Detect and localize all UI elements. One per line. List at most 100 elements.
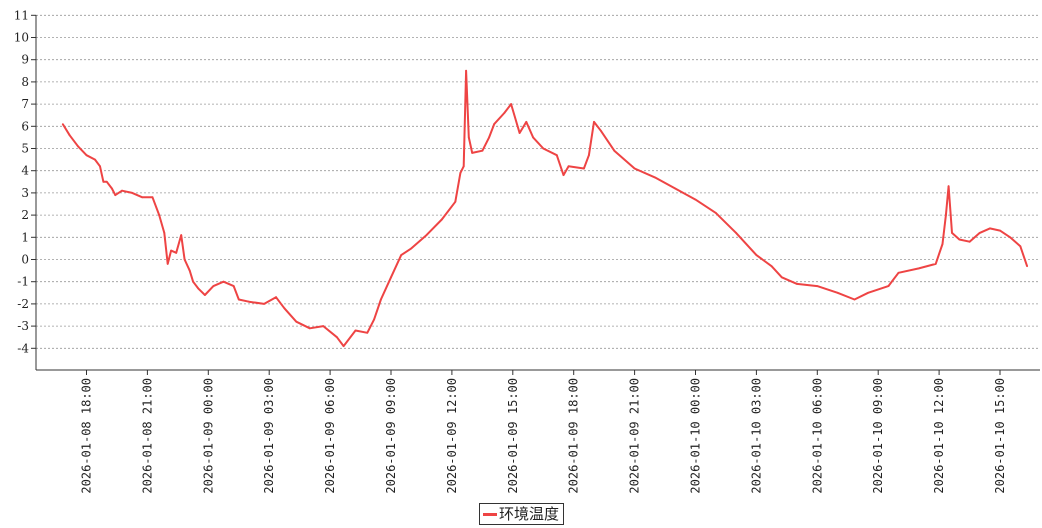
data-point [945,214,947,217]
data-point [755,254,758,256]
legend-label: 环境温度 [499,505,560,523]
data-point [633,167,636,170]
y-tick-label: -2 [17,297,29,311]
data-point [503,112,506,114]
y-tick-label: 1 [21,230,29,244]
data-point [163,232,166,234]
data-point [1026,265,1028,268]
y-tick-label: -3 [17,319,29,333]
data-point [183,258,186,261]
y-tick-label: 7 [21,97,29,111]
data-point [188,269,191,272]
data-point [968,240,971,243]
data-point [978,232,981,234]
data-point [283,307,286,310]
data-point [488,136,490,139]
data-point [1009,236,1011,239]
series-line [61,69,1029,348]
data-point [94,158,96,161]
data-point [248,300,250,303]
data-point [510,103,512,105]
data-point [770,265,773,268]
data-point [467,136,470,139]
data-point [583,167,585,170]
data-point [77,145,79,148]
data-point [941,243,944,245]
data-point [380,298,382,301]
data-point [714,212,717,214]
data-point [780,276,783,279]
y-tick-label: 9 [21,53,29,67]
data-point [593,121,595,123]
y-tick-label: 2 [21,208,29,222]
data-point [204,294,206,296]
data-point [1019,245,1022,248]
data-point [471,152,474,154]
data-point [222,280,225,283]
x-tick-label: 2026-01-09 09:00 [384,378,398,494]
x-tick-label: 2026-01-09 12:00 [445,378,459,494]
data-point [295,320,298,323]
x-tick-label: 2026-01-10 09:00 [871,378,885,494]
data-point [102,180,105,183]
data-point [588,154,590,157]
data-point [141,196,144,199]
data-point [525,121,528,123]
data-point [192,280,195,283]
data-point [158,214,161,217]
data-point [175,251,178,254]
data-point [853,298,856,301]
data-point [61,123,64,125]
x-tick-label: 2026-01-09 03:00 [262,378,276,494]
data-point [410,247,413,250]
data-point [366,331,369,334]
data-point [518,132,521,134]
data-point [532,136,534,139]
y-tick-label: 0 [21,253,29,267]
data-point [735,232,737,234]
data-point [674,187,677,190]
y-tick-label: 11 [14,8,29,22]
data-point [481,149,484,152]
x-tick-label: 2026-01-09 18:00 [567,378,581,494]
data-point [232,285,235,287]
data-point [493,123,496,125]
data-point [599,129,602,132]
y-tick-label: 3 [21,186,29,200]
data-point [212,285,215,287]
data-point [99,165,101,168]
data-point [836,291,839,294]
data-point [85,154,88,157]
data-point [562,174,565,177]
data-point [373,318,375,321]
data-point [354,329,357,332]
data-point [867,291,869,294]
data-point [114,194,117,197]
data-point [131,192,134,194]
y-tick-label: -4 [17,341,29,355]
x-tick-label: 2026-01-09 15:00 [506,378,520,494]
data-point [263,303,265,305]
data-point [322,325,325,327]
data-point [336,336,338,339]
data-point [454,200,457,203]
legend: 环境温度 [479,503,565,525]
x-tick-label: 2026-01-10 03:00 [749,378,763,494]
data-point [342,345,345,347]
data-point [425,234,428,237]
data-point [816,285,819,287]
legend-swatch [483,512,497,516]
data-point [934,263,937,265]
y-tick-label: -1 [17,275,29,289]
y-tick-label: 4 [21,164,29,178]
data-point [308,327,311,330]
data-point [237,298,240,301]
data-point [999,229,1001,232]
series-group [61,69,1029,348]
data-point [166,263,169,265]
data-point [947,185,950,188]
data-point [68,134,71,137]
data-point [105,180,108,183]
data-point [958,238,961,241]
y-tick-label: 10 [14,31,29,45]
